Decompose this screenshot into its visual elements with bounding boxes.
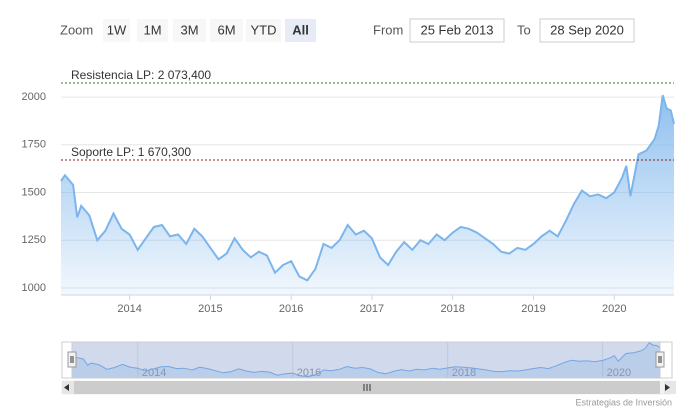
x-tick-label: 2014 — [117, 303, 141, 315]
credits: Estrategias de Inversión — [575, 397, 672, 407]
range-button[interactable] — [246, 19, 281, 42]
navigator-tick-label: 2018 — [452, 367, 476, 379]
to-input[interactable] — [539, 18, 635, 43]
scrollbar-arrow — [64, 384, 69, 391]
range-button[interactable] — [210, 19, 243, 42]
x-tick-label: 2016 — [279, 303, 303, 315]
navigator-line — [71, 342, 661, 378]
range-button-label[interactable]: 6M — [217, 22, 235, 37]
navigator-handle[interactable] — [67, 351, 77, 368]
range-button[interactable] — [137, 19, 168, 42]
range-button-label[interactable]: All — [292, 22, 309, 37]
navigator-tick-label: 2020 — [607, 367, 631, 379]
navigator-handle[interactable] — [655, 351, 665, 368]
scrollbar-arrow — [665, 384, 670, 391]
range-button[interactable] — [285, 19, 316, 42]
to-label: To — [517, 22, 531, 37]
y-tick-label: 1750 — [22, 139, 46, 151]
from-input[interactable] — [409, 18, 505, 43]
range-button-label[interactable]: 1M — [143, 22, 161, 37]
zoom-label: Zoom — [60, 22, 93, 37]
range-button-label[interactable]: YTD — [251, 22, 277, 37]
x-tick-label: 2019 — [521, 303, 545, 315]
x-tick-label: 2017 — [360, 303, 384, 315]
navigator-area — [72, 342, 660, 378]
y-tick-label: 2000 — [22, 91, 46, 103]
range-button-label[interactable]: 3M — [180, 22, 198, 37]
plot-line-label: Soporte LP: 1 670,300 — [71, 145, 191, 159]
range-button-label[interactable]: 1W — [107, 22, 127, 37]
from-value[interactable]: 25 Feb 2013 — [420, 22, 493, 37]
area-fill — [61, 95, 674, 295]
y-tick-label: 1500 — [22, 186, 46, 198]
series-line — [60, 94, 675, 282]
y-tick-label: 1250 — [22, 234, 46, 246]
navigator-selection[interactable] — [71, 341, 661, 379]
from-label: From — [373, 22, 403, 37]
x-tick-label: 2015 — [198, 303, 222, 315]
to-value[interactable]: 28 Sep 2020 — [550, 22, 624, 37]
range-button[interactable] — [173, 19, 206, 42]
x-tick-label: 2018 — [440, 303, 464, 315]
plot-line-label: Resistencia LP: 2 073,400 — [71, 68, 211, 82]
x-tick-label: 2020 — [602, 303, 626, 315]
y-tick-label: 1000 — [22, 282, 46, 294]
range-button[interactable] — [103, 19, 130, 42]
